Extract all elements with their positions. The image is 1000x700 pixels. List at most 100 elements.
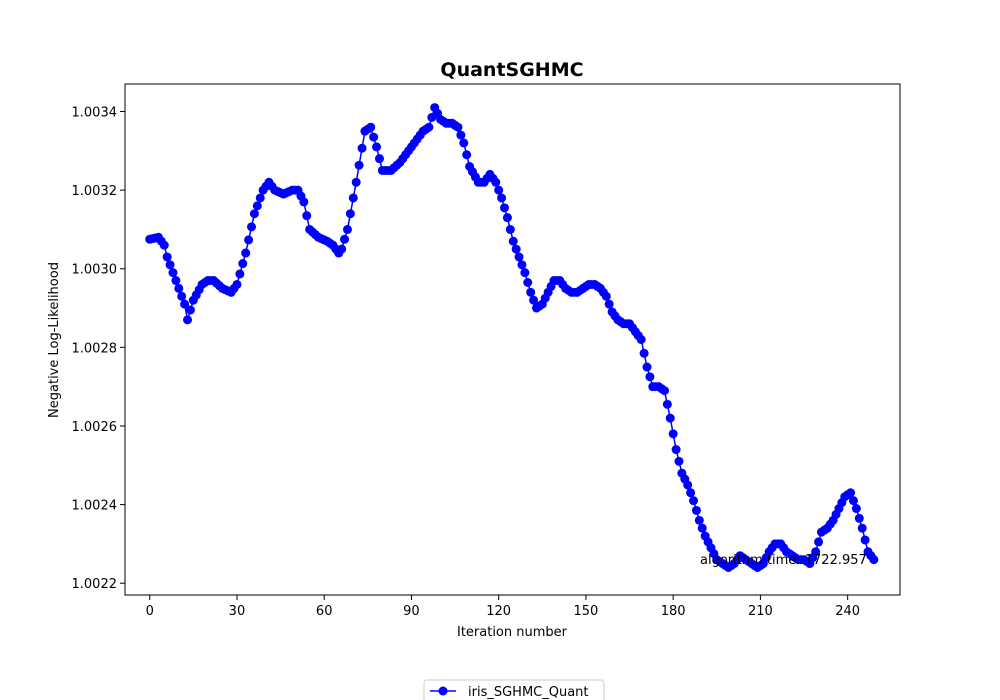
data-point [348,193,358,203]
x-tick-label: 120 [486,604,511,619]
data-point [351,177,361,187]
data-point [357,143,367,153]
data-point [345,209,355,219]
y-axis: 1.0022 1.0024 1.0026 1.0028 1.0030 1.0032 1.00… [72,106,125,592]
data-point [424,122,434,132]
data-point [238,259,248,269]
data-point [462,150,472,160]
data-point [811,547,821,557]
data-point [183,315,193,325]
data-point [686,488,696,498]
data-point [857,523,867,533]
y-tick-label: 1.0032 [72,184,118,199]
data-point [159,240,169,250]
data-point [505,224,515,234]
data-point [683,480,693,490]
data-point [523,278,533,287]
data-point [668,429,678,439]
data-point [526,287,536,297]
data-point [639,348,649,358]
data-point [232,279,242,289]
data-point [860,535,870,545]
data-point [869,555,879,565]
x-tick-label: 0 [146,604,154,619]
x-tick-label: 150 [574,604,599,619]
data-point [517,260,527,270]
x-tick-label: 240 [835,604,860,619]
data-point [514,252,524,262]
legend-label: iris_SGHMC_Quant [468,685,589,700]
data-point [508,236,518,246]
data-point [497,193,507,203]
data-point [665,413,675,423]
data-point [299,197,309,207]
data-point [846,488,856,498]
data-point [168,268,178,278]
x-tick-label: 30 [229,604,246,619]
series-layer [145,103,879,572]
legend-marker-swatch [438,686,448,696]
data-point [848,496,858,506]
data-point [177,291,187,301]
data-point [502,213,512,223]
x-axis-title: Iteration number [457,625,568,640]
plot-area [124,83,901,596]
data-point [244,235,254,245]
data-point [372,142,382,152]
data-point [354,160,364,170]
x-tick-label: 90 [403,604,420,619]
data-point [456,130,466,140]
data-point [520,268,530,278]
data-point [659,386,669,396]
data-point [694,515,704,525]
data-point [185,305,195,315]
data-point [636,335,646,344]
y-tick-label: 1.0022 [72,577,118,592]
data-point [241,248,251,258]
y-tick-label: 1.0034 [72,106,118,121]
data-point [851,504,861,514]
y-tick-label: 1.0030 [72,263,118,278]
data-point [235,269,245,279]
data-point [247,222,256,232]
data-point [601,291,611,301]
data-point [604,299,614,309]
y-tick-label: 1.0024 [72,499,118,514]
data-point [342,224,352,234]
data-point [511,244,521,254]
y-tick-label: 1.0028 [72,341,118,356]
data-point [854,513,864,523]
data-point [337,244,347,254]
x-tick-label: 210 [748,604,773,619]
x-axis: 0 30 60 90 120 150 180 210 240 [146,595,860,619]
legend: iris_SGHMC_Quant [423,679,605,700]
x-tick-label: 180 [661,604,686,619]
data-point [697,523,707,533]
data-point [689,496,699,506]
data-point [662,399,672,409]
data-point [174,283,184,293]
data-point [165,260,175,270]
data-point [374,154,384,164]
data-point [459,138,469,148]
chart-title: QuantSGHMC [440,59,583,81]
data-point [255,193,265,203]
y-tick-label: 1.0026 [72,420,118,435]
x-tick-label: 60 [316,604,333,619]
data-point [500,203,509,213]
data-point [162,252,172,262]
data-point [674,456,684,466]
data-point [671,445,681,455]
annotation-text: algorithm time: 1722.957 [700,553,867,568]
data-point [249,209,259,219]
data-point [529,295,539,305]
data-point [814,537,824,547]
data-point [180,299,190,309]
data-point [491,177,501,187]
data-point [642,362,652,372]
data-point [302,211,312,221]
data-point [366,122,376,132]
data-point [369,132,379,142]
legend-frame [423,679,605,700]
